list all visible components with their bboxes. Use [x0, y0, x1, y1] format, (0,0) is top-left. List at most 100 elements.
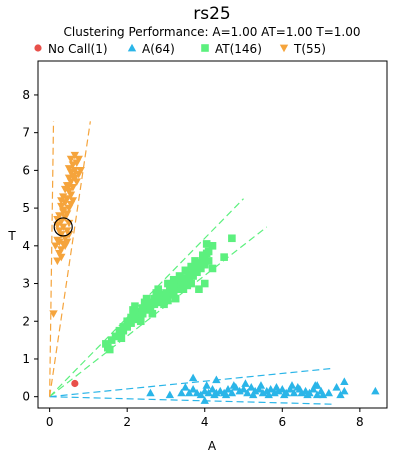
- data-point: [150, 294, 159, 303]
- legend-label: A(64): [142, 42, 175, 56]
- data-point: [197, 264, 205, 273]
- chart-subtitle: Clustering Performance: A=1.00 AT=1.00 T…: [64, 25, 361, 39]
- data-point: [148, 309, 157, 318]
- data-point: [66, 155, 76, 164]
- data-point: [221, 390, 231, 399]
- data-point: [202, 381, 211, 389]
- data-point: [303, 390, 312, 399]
- data-point: [123, 323, 131, 331]
- data-point: [55, 238, 64, 247]
- data-point: [181, 274, 190, 282]
- data-point: [289, 388, 299, 397]
- data-point: [179, 285, 188, 293]
- y-tick-label: 1: [22, 352, 30, 366]
- data-point: [131, 315, 139, 324]
- y-tick-label: 5: [22, 201, 30, 215]
- data-point: [175, 272, 184, 280]
- y-tick-label: 8: [22, 88, 30, 102]
- data-point: [189, 272, 197, 280]
- data-point: [183, 281, 192, 290]
- data-point: [200, 260, 209, 269]
- data-point: [146, 298, 155, 307]
- legend-marker: [127, 43, 137, 52]
- data-point: [187, 262, 195, 271]
- data-point: [123, 317, 131, 326]
- data-point: [71, 379, 79, 388]
- data-point: [129, 306, 137, 314]
- data-point: [115, 326, 124, 335]
- data-point: [173, 279, 182, 288]
- data-point: [164, 296, 172, 305]
- data-point: [146, 304, 155, 312]
- data-point: [136, 317, 145, 326]
- cluster-guide-line: [49, 396, 333, 405]
- data-point: [220, 253, 228, 261]
- data-point: [256, 381, 266, 389]
- data-point: [173, 285, 182, 293]
- highlight-circle: [53, 217, 73, 237]
- data-point: [249, 390, 258, 399]
- data-point: [185, 270, 194, 278]
- data-point: [166, 291, 174, 299]
- data-point: [200, 279, 209, 288]
- data-point: [188, 384, 198, 393]
- data-point: [208, 384, 217, 393]
- data-point: [280, 390, 289, 399]
- data-point: [191, 257, 199, 265]
- legend-label: AT(146): [215, 42, 262, 56]
- y-tick-label: 7: [22, 126, 30, 140]
- data-point: [228, 234, 236, 243]
- data-point: [195, 285, 203, 293]
- data-point: [200, 396, 209, 404]
- data-point: [105, 345, 114, 354]
- cluster-guide-line: [49, 226, 268, 398]
- data-point: [229, 381, 239, 389]
- data-point: [318, 390, 328, 399]
- data-point: [117, 334, 126, 343]
- data-point: [107, 336, 116, 344]
- cluster-guide-line: [49, 367, 333, 398]
- x-tick-label: 6: [278, 415, 286, 429]
- chart-title: rs25: [193, 4, 230, 24]
- data-point: [68, 197, 78, 205]
- data-point: [187, 279, 195, 288]
- data-point: [313, 381, 322, 389]
- x-axis-label: A: [208, 439, 217, 453]
- data-point: [199, 251, 207, 260]
- data-point: [70, 174, 80, 183]
- data-points: [49, 151, 380, 404]
- data-point: [55, 227, 64, 235]
- data-point: [51, 242, 60, 251]
- legend-marker: [279, 44, 289, 53]
- data-point: [340, 377, 349, 385]
- legend-label: T(55): [293, 42, 326, 56]
- data-point: [140, 298, 149, 307]
- y-tick-label: 4: [22, 239, 30, 253]
- data-point: [177, 388, 186, 397]
- data-point: [102, 340, 110, 348]
- data-point: [59, 208, 68, 217]
- data-point: [160, 300, 168, 309]
- data-point: [64, 165, 74, 173]
- legend-marker: [34, 44, 42, 52]
- data-point: [239, 384, 248, 393]
- data-point: [193, 268, 201, 277]
- data-point: [287, 381, 297, 389]
- data-point: [49, 310, 58, 318]
- data-point: [177, 277, 186, 286]
- data-point: [169, 283, 178, 292]
- data-point: [127, 313, 135, 322]
- data-point: [127, 319, 135, 327]
- data-point: [138, 304, 147, 312]
- axes: 0 2 4 6 8 0 1 2 3 4 5 6 7 8: [22, 88, 363, 429]
- data-point: [223, 384, 233, 393]
- data-point: [76, 167, 85, 175]
- data-point: [158, 291, 166, 299]
- y-tick-label: 3: [22, 277, 30, 291]
- data-point: [227, 388, 237, 397]
- legend-label: No Call(1): [48, 42, 108, 56]
- data-point: [169, 275, 178, 284]
- data-point: [119, 323, 128, 331]
- data-point: [295, 384, 304, 393]
